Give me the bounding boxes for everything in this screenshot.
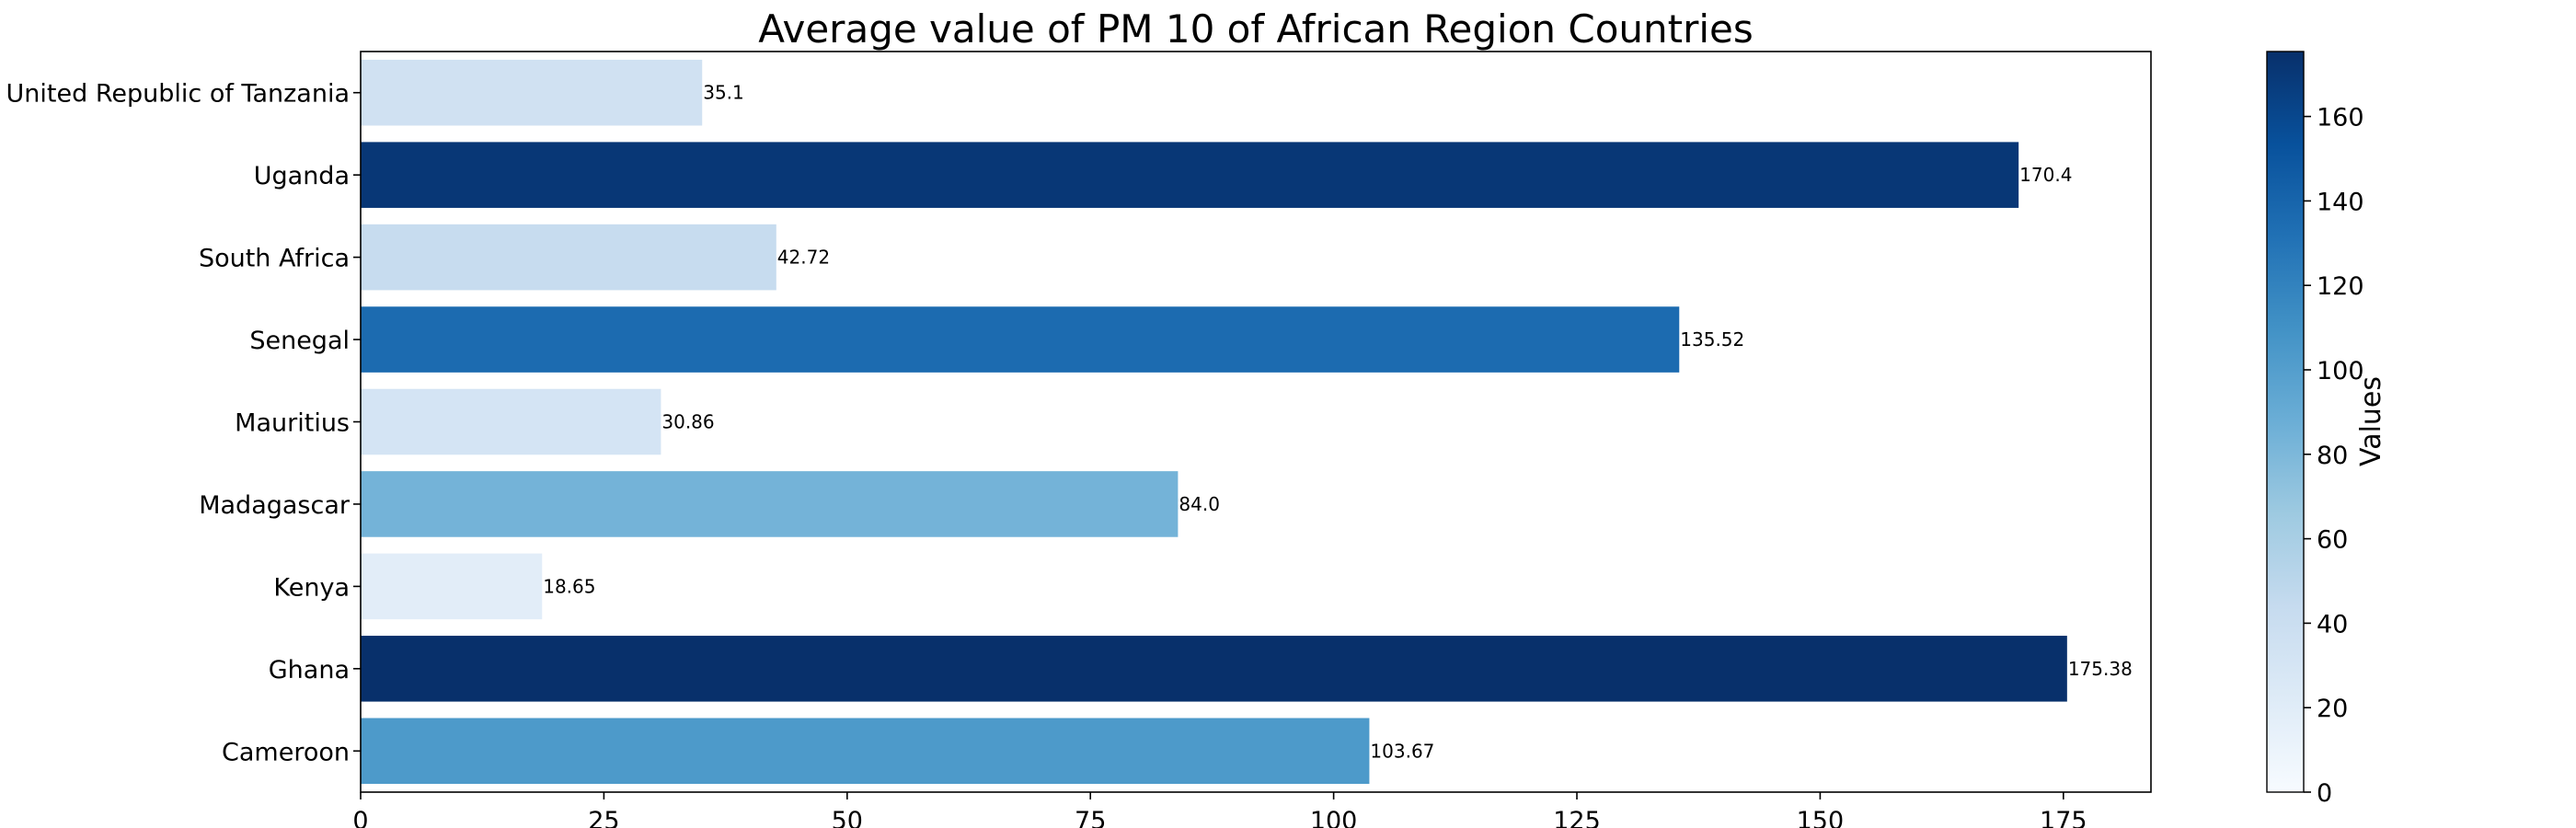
data-label: 42.72 (777, 247, 830, 269)
chart-title: Average value of PM 10 of African Region… (758, 6, 1754, 52)
y-tick-label: United Republic of Tanzania (6, 80, 350, 109)
colorbar-tick-label: 0 (2317, 779, 2332, 808)
x-tick-label: 100 (1310, 807, 1358, 828)
bar (361, 224, 776, 291)
y-tick-label: Ghana (269, 656, 350, 684)
data-label: 84.0 (1179, 493, 1220, 515)
x-tick-label: 0 (352, 807, 368, 828)
colorbar-tick-label: 120 (2317, 272, 2364, 301)
x-tick-label: 75 (1075, 807, 1106, 828)
colorbar-label: Values (2355, 376, 2387, 466)
bar (361, 718, 1370, 785)
bar (361, 388, 661, 455)
y-tick-label: Senegal (249, 327, 350, 355)
data-label: 135.52 (1680, 328, 1744, 351)
colorbar-tick-label: 160 (2317, 104, 2364, 132)
x-axis: 0 25 50 75 100 125 150 175 (352, 792, 2087, 828)
bar (361, 636, 2067, 702)
data-label: 30.86 (661, 411, 714, 433)
colorbar-gradient (2266, 51, 2305, 793)
data-label: 170.4 (2019, 164, 2072, 186)
data-label: 175.38 (2068, 658, 2133, 680)
y-tick-label: Cameroon (222, 738, 350, 766)
y-tick-label: Madagascar (199, 491, 351, 520)
bar (361, 306, 1680, 373)
bar (361, 142, 2019, 208)
y-tick-label: Kenya (273, 573, 350, 602)
bars: 103.67 175.38 18.65 84.0 30.86 135.52 42.72 170… (361, 59, 2133, 785)
colorbar-tick-label: 60 (2317, 526, 2348, 555)
colorbar-tick-label: 40 (2317, 610, 2348, 638)
data-label: 18.65 (543, 575, 595, 597)
data-label: 103.67 (1370, 740, 1434, 762)
x-tick-label: 150 (1797, 807, 1845, 828)
colorbar-ticks: 0 20 40 60 80 100 120 140 160 (2304, 104, 2364, 808)
colorbar: 0 20 40 60 80 100 120 140 160 Values (2266, 51, 2387, 808)
y-tick-label: South Africa (199, 245, 350, 273)
y-axis: Cameroon Ghana Kenya Madagascar Mauritius Sen… (6, 80, 361, 766)
y-tick-label: Mauritius (235, 409, 350, 438)
data-label: 35.1 (703, 82, 744, 104)
bar (361, 471, 1179, 537)
x-tick-label: 25 (588, 807, 619, 828)
x-tick-label: 125 (1553, 807, 1601, 828)
bar (361, 59, 703, 126)
colorbar-tick-label: 100 (2317, 357, 2364, 385)
colorbar-tick-label: 80 (2317, 442, 2348, 470)
x-tick-label: 175 (2040, 807, 2087, 828)
colorbar-tick-label: 20 (2317, 695, 2348, 723)
x-tick-label: 50 (832, 807, 863, 828)
bar (361, 553, 543, 620)
colorbar-tick-label: 140 (2317, 188, 2364, 216)
y-tick-label: Uganda (254, 162, 350, 190)
